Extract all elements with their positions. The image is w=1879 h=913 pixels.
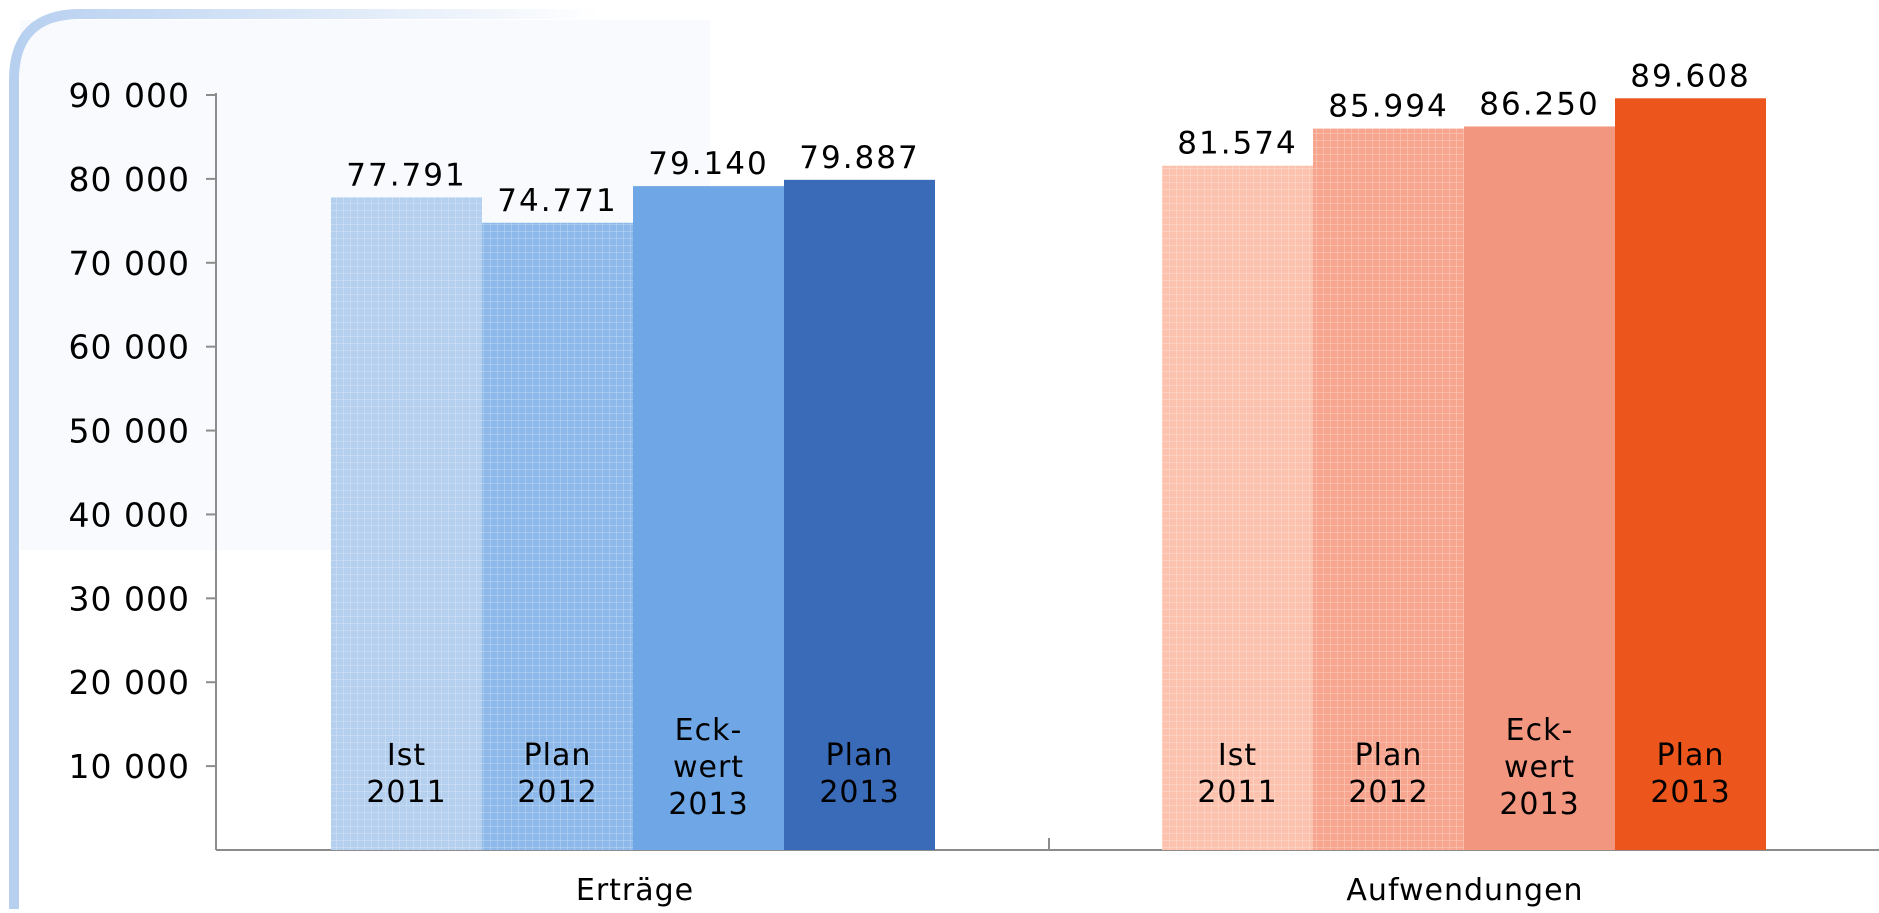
bar-category-label: wert <box>673 750 744 785</box>
bar-category-label: wert <box>1504 750 1575 785</box>
bar-category-label: Plan <box>524 738 592 773</box>
bar-hatch <box>1162 165 1313 850</box>
y-tick-label: 90 000 <box>69 76 190 115</box>
axes: 10 000 20 000 30 000 40 000 50 000 60 000 70 0… <box>69 76 1879 851</box>
bar-category-label: 2011 <box>1197 775 1277 810</box>
data-label: 74.771 <box>497 183 617 219</box>
y-tick-label: 20 000 <box>69 663 190 702</box>
bar-category-label: Plan <box>826 738 894 773</box>
data-label: 77.791 <box>346 157 466 193</box>
y-tick-label: 50 000 <box>69 412 190 451</box>
bars <box>331 98 1766 851</box>
x-group-label: Aufwendungen <box>1346 873 1583 908</box>
labels: 77.791Ist201174.771Plan201279.140Eck-wer… <box>346 58 1750 908</box>
bar-category-label: Ist <box>1218 738 1257 773</box>
bar-category-label: 2012 <box>1348 775 1428 810</box>
y-tick-label: 10 000 <box>69 747 190 786</box>
y-tick-label: 60 000 <box>69 328 190 367</box>
y-tick-label: 40 000 <box>69 495 190 534</box>
bar-hatch <box>482 222 633 850</box>
bar <box>784 179 935 850</box>
bar-category-label: 2013 <box>819 775 899 810</box>
data-label: 89.608 <box>1630 58 1750 94</box>
corner-arc <box>9 9 600 909</box>
bar-category-label: Eck- <box>675 713 743 748</box>
y-tick-label: 30 000 <box>69 579 190 618</box>
bar <box>1615 98 1766 850</box>
bar-category-label: Plan <box>1355 738 1423 773</box>
bar-category-label: Ist <box>387 738 426 773</box>
data-label: 86.250 <box>1479 86 1599 122</box>
x-group-label: Erträge <box>576 873 694 908</box>
bar-category-label: Eck- <box>1506 713 1574 748</box>
data-label: 85.994 <box>1328 89 1448 125</box>
bar-category-label: 2011 <box>366 775 446 810</box>
bar <box>1464 126 1615 851</box>
data-label: 79.887 <box>799 140 919 176</box>
y-tick-label: 70 000 <box>69 244 190 283</box>
bar-category-label: 2013 <box>1499 787 1579 822</box>
bar-category-label: 2013 <box>668 787 748 822</box>
bar-hatch <box>331 197 482 851</box>
data-label: 79.140 <box>648 146 768 182</box>
bar <box>633 186 784 850</box>
y-tick-label: 80 000 <box>69 160 190 199</box>
bar-category-label: Plan <box>1657 738 1725 773</box>
bar-hatch <box>1313 128 1464 850</box>
side-bar <box>9 80 19 909</box>
bar-category-label: 2012 <box>517 775 597 810</box>
bar-category-label: 2013 <box>1650 775 1730 810</box>
data-label: 81.574 <box>1177 126 1297 162</box>
